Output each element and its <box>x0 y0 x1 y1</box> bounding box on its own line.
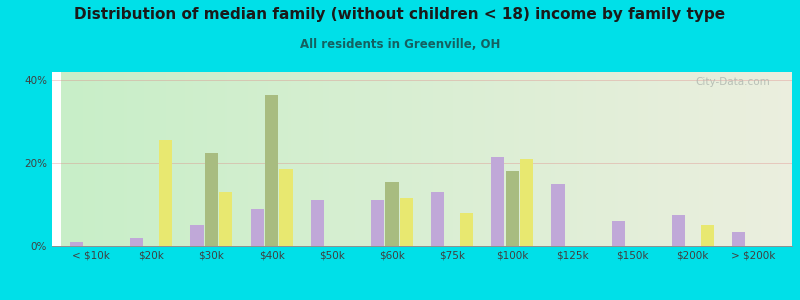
Bar <box>205 153 218 246</box>
Bar <box>732 232 745 246</box>
Text: All residents in Greenville, OH: All residents in Greenville, OH <box>300 38 500 50</box>
Bar <box>460 213 473 246</box>
Bar <box>611 221 625 246</box>
Bar <box>265 95 278 246</box>
Bar <box>506 171 519 246</box>
Bar <box>386 182 398 246</box>
Bar <box>190 225 204 246</box>
Bar <box>70 242 83 246</box>
Bar <box>431 192 444 246</box>
Text: City-Data.com: City-Data.com <box>695 77 770 87</box>
Bar <box>219 192 233 246</box>
Bar <box>279 169 293 246</box>
Bar <box>159 140 172 246</box>
Bar <box>672 215 685 246</box>
Text: Distribution of median family (without children < 18) income by family type: Distribution of median family (without c… <box>74 8 726 22</box>
Bar <box>551 184 565 246</box>
Bar <box>250 209 264 246</box>
Bar <box>701 225 714 246</box>
Bar <box>310 200 324 246</box>
Bar <box>130 238 143 246</box>
Bar <box>400 198 413 246</box>
Bar <box>491 157 505 246</box>
Bar <box>371 200 384 246</box>
Bar <box>520 159 534 246</box>
